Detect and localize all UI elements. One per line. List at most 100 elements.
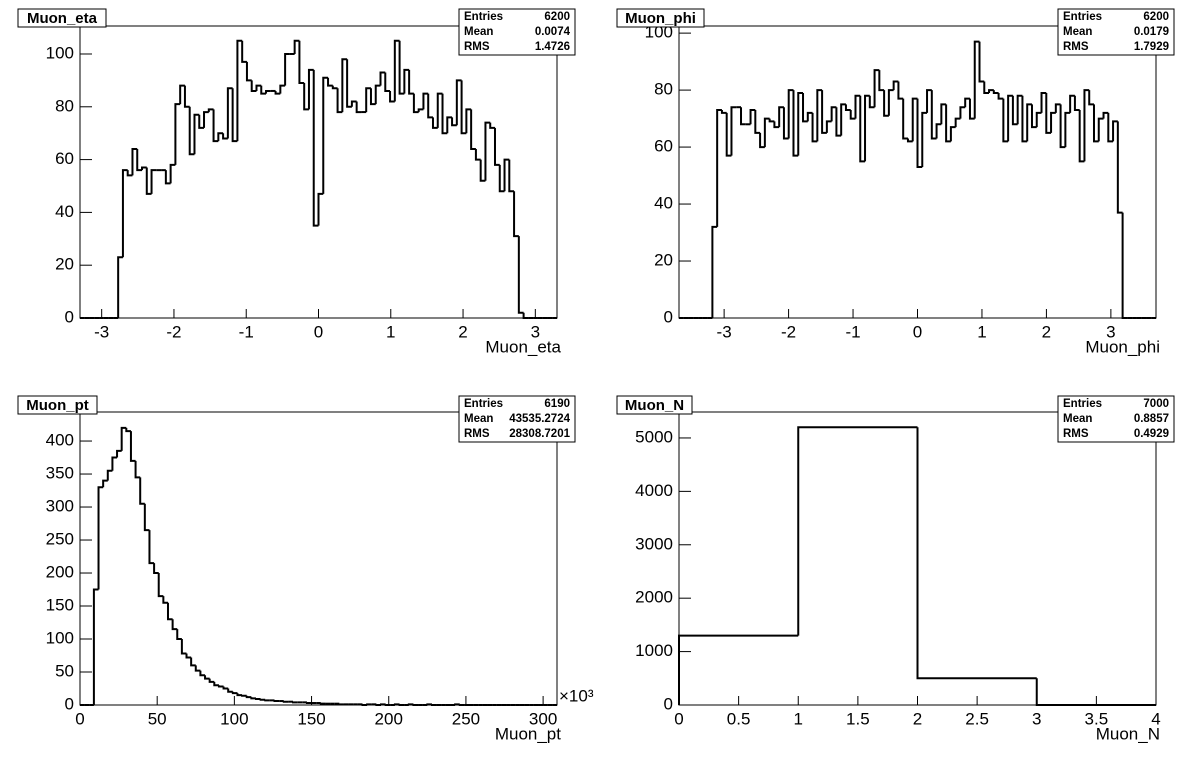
histogram-bin: [883, 90, 889, 117]
x-axis-label: Muon_eta: [485, 337, 561, 356]
stats-label: Entries: [1063, 398, 1102, 410]
histogram-bin: [797, 91, 804, 156]
stats-label: RMS: [1063, 428, 1089, 440]
histogram-bin: [331, 85, 338, 90]
y-tick-label: 400: [46, 431, 74, 450]
histogram-bin: [465, 108, 472, 134]
y-tick-label: 60: [55, 149, 74, 168]
stats-label: Entries: [464, 11, 503, 23]
histogram-bin: [298, 40, 305, 85]
histogram-bin: [498, 164, 505, 193]
histogram-bin: [361, 704, 368, 706]
histogram-bin: [366, 703, 372, 706]
histogram-bin: [317, 192, 324, 226]
stats-value: 7000: [1143, 398, 1169, 410]
y-tick-label: 50: [55, 661, 74, 680]
histogram-bin: [408, 69, 414, 95]
histogram-bin: [303, 83, 309, 111]
histogram-bin: [792, 90, 799, 157]
histogram-bin: [935, 123, 942, 139]
title-box: [616, 8, 705, 28]
histogram-bin: [398, 40, 405, 95]
histogram-bin: [162, 596, 168, 604]
x-tick-label: -2: [781, 322, 796, 341]
histogram-bin: [194, 665, 201, 672]
x-tick-label: 150: [297, 709, 325, 728]
histogram-bin: [811, 112, 818, 143]
x-axis-label: Muon_N: [1096, 724, 1160, 743]
histogram-bin: [231, 691, 238, 695]
stats-value: 6190: [544, 398, 570, 410]
histogram-bin: [199, 670, 206, 677]
histogram-bin: [307, 68, 314, 110]
histogram-bin: [312, 69, 319, 227]
histogram-bin: [1073, 95, 1080, 112]
x-tick-label: 200: [375, 709, 403, 728]
histogram-bin: [454, 703, 460, 706]
stats-label: RMS: [464, 41, 490, 53]
histogram-bin: [389, 90, 395, 103]
histogram-bin: [954, 117, 961, 128]
histogram-bin: [92, 588, 99, 705]
histogram-bin: [916, 98, 923, 169]
histogram-bin: [949, 126, 956, 142]
histogram-bin: [864, 94, 870, 162]
histogram-bin: [198, 114, 205, 129]
histogram-bin: [973, 40, 980, 119]
histogram-bin: [166, 602, 173, 621]
y-tick-label: 300: [46, 497, 74, 516]
histogram-bin: [436, 92, 443, 128]
histogram-bin: [143, 503, 150, 532]
histogram-bin: [131, 148, 138, 176]
histogram-bin: [773, 121, 780, 129]
histogram-bin: [179, 84, 185, 105]
histogram-bin: [513, 191, 519, 238]
histogram-bin: [1088, 90, 1094, 106]
histogram-bin: [802, 92, 808, 123]
histogram-bin: [365, 87, 371, 113]
histogram-bin: [940, 103, 947, 125]
x-tick-label: -1: [845, 322, 860, 341]
x-tick-label: 2: [458, 322, 467, 341]
histogram-bin: [407, 703, 414, 706]
histogram-bin: [97, 486, 104, 590]
histogram-bin: [279, 84, 286, 94]
histogram-bin: [1054, 103, 1061, 113]
histogram-bin: [911, 97, 918, 142]
x-tick-label: 1.5: [846, 709, 870, 728]
y-tick-label: 3000: [635, 534, 673, 553]
y-tick-label: 1000: [635, 641, 673, 660]
histogram-bin: [255, 84, 262, 91]
histogram-bin: [375, 704, 382, 706]
histogram-bin: [369, 88, 376, 106]
histogram-bin: [797, 426, 918, 636]
histogram-bin: [245, 695, 252, 699]
histogram-bin: [849, 110, 856, 120]
stats-value: 6200: [544, 11, 570, 23]
y-tick-label: 80: [55, 96, 74, 115]
histogram-bin: [968, 98, 975, 120]
histogram-bin: [322, 76, 329, 194]
x-axis-label: Muon_phi: [1085, 337, 1160, 356]
histogram-bin: [489, 122, 495, 129]
histogram-bin: [374, 84, 381, 105]
histogram-bin: [725, 112, 732, 157]
histogram-bin: [327, 77, 333, 87]
chart-title: Muon_phi: [625, 10, 696, 27]
histogram-bin: [208, 678, 215, 683]
stats-label: Mean: [464, 26, 493, 38]
histogram-bin: [887, 89, 894, 116]
histogram-bin: [716, 109, 722, 227]
x-tick-label: -3: [94, 322, 109, 341]
histogram-bin: [126, 170, 133, 177]
y-tick-label: 100: [46, 628, 74, 647]
histogram-bin: [185, 653, 192, 659]
histogram-bin: [1050, 111, 1056, 133]
histogram-bin: [517, 236, 524, 314]
histogram-bin: [859, 95, 866, 163]
histogram-bin: [1064, 111, 1071, 148]
histogram-bin: [207, 108, 214, 113]
histogram-bin: [678, 634, 799, 705]
x-tick-label: -2: [166, 322, 181, 341]
